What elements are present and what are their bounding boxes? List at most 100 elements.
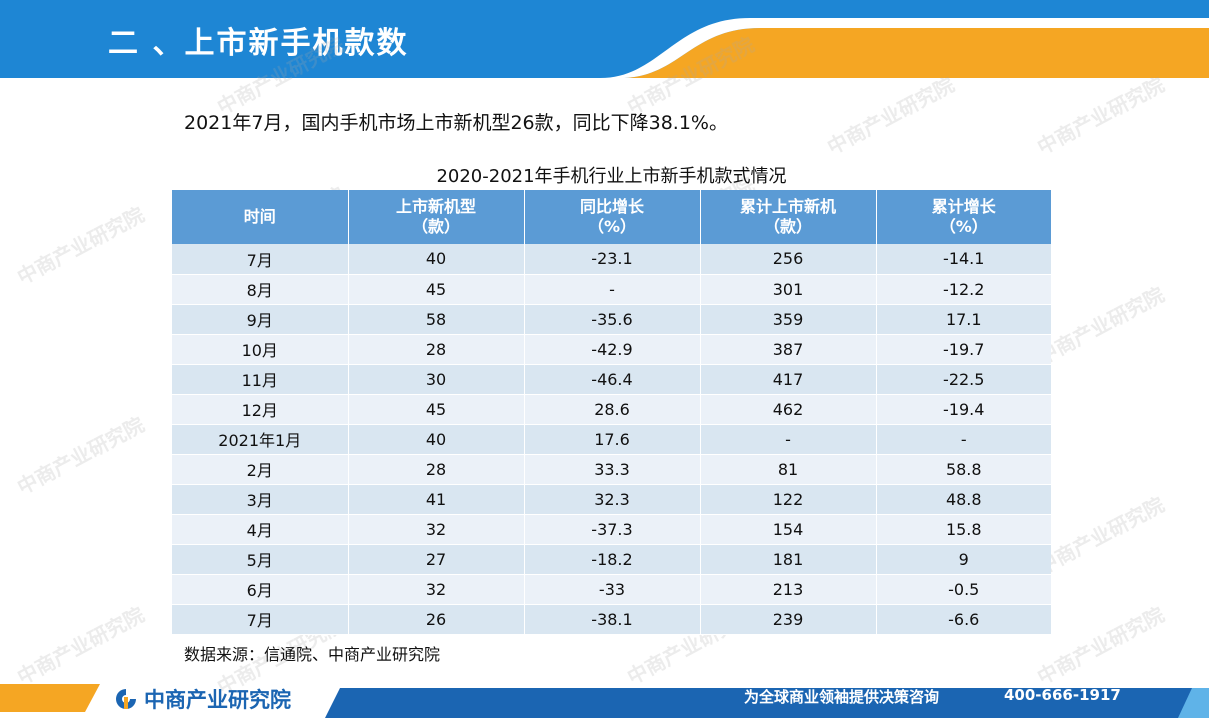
table-row: 6月 32 -33 213 -0.5 (172, 574, 1051, 605)
cell-new-models: 32 (348, 514, 525, 545)
table-row: 8月 45 - 301 -12.2 (172, 274, 1051, 305)
cell-yoy-growth: -38.1 (524, 604, 701, 635)
cell-new-models: 30 (348, 364, 525, 395)
watermark: 中商产业研究院 (1033, 602, 1169, 690)
cell-time: 10月 (172, 334, 349, 365)
cell-cumulative-models: 387 (700, 334, 877, 365)
cell-time: 9月 (172, 304, 349, 335)
cell-cumulative-models: 359 (700, 304, 877, 335)
table-row: 3月 41 32.3 122 48.8 (172, 484, 1051, 515)
cell-new-models: 28 (348, 454, 525, 485)
cell-yoy-growth: -33 (524, 574, 701, 605)
table-row: 2021年1月 40 17.6 - - (172, 424, 1051, 455)
cell-new-models: 41 (348, 484, 525, 515)
cell-cumulative-models: 301 (700, 274, 877, 305)
logo-text: 中商产业研究院 (144, 688, 291, 712)
cell-yoy-growth: -46.4 (524, 364, 701, 395)
table-row: 4月 32 -37.3 154 15.8 (172, 514, 1051, 545)
cell-cumulative-growth: 58.8 (876, 454, 1051, 485)
column-header-line: 同比增长 (579, 197, 644, 216)
column-header-line: 累计上市新机 (739, 197, 836, 216)
cell-time: 7月 (172, 604, 349, 635)
cell-cumulative-models: - (700, 424, 877, 455)
header-bar: 二 、上市新手机款数 (0, 0, 1209, 78)
column-header-cumulative-growth: 累计增长 （%） (876, 190, 1051, 244)
cell-yoy-growth: 28.6 (524, 394, 701, 425)
column-header-cumulative-models: 累计上市新机 （款） (700, 190, 877, 244)
page-title: 二 、上市新手机款数 (108, 26, 409, 61)
cell-cumulative-models: 462 (700, 394, 877, 425)
logo-icon (116, 689, 136, 709)
cell-time: 8月 (172, 274, 349, 305)
column-header-unit: （%） (587, 217, 637, 236)
cell-cumulative-growth: - (876, 424, 1051, 455)
cell-cumulative-growth: 48.8 (876, 484, 1051, 515)
cell-new-models: 26 (348, 604, 525, 635)
cell-cumulative-growth: -0.5 (876, 574, 1051, 605)
watermark: 中商产业研究院 (1033, 72, 1169, 160)
cell-yoy-growth: -23.1 (524, 244, 701, 275)
cell-new-models: 32 (348, 574, 525, 605)
cell-cumulative-growth: 17.1 (876, 304, 1051, 335)
table-row: 5月 27 -18.2 181 9 (172, 544, 1051, 575)
company-logo: 中商产业研究院 (112, 684, 291, 714)
watermark: 中商产业研究院 (823, 72, 959, 160)
watermark: 中商产业研究院 (1033, 492, 1169, 580)
cell-cumulative-models: 213 (700, 574, 877, 605)
column-header-line: 上市新机型 (395, 197, 476, 216)
cell-time: 2月 (172, 454, 349, 485)
column-header-yoy-growth: 同比增长 （%） (524, 190, 701, 244)
cell-new-models: 40 (348, 424, 525, 455)
cell-new-models: 45 (348, 274, 525, 305)
footer-phone: 400-666-1917 (1004, 686, 1121, 704)
cell-yoy-growth: -18.2 (524, 544, 701, 575)
cell-new-models: 40 (348, 244, 525, 275)
cell-cumulative-growth: -14.1 (876, 244, 1051, 275)
cell-cumulative-models: 81 (700, 454, 877, 485)
cell-time: 3月 (172, 484, 349, 515)
cell-yoy-growth: -37.3 (524, 514, 701, 545)
cell-time: 7月 (172, 244, 349, 275)
cell-cumulative-models: 181 (700, 544, 877, 575)
cell-time: 12月 (172, 394, 349, 425)
watermark: 中商产业研究院 (1033, 282, 1169, 370)
cell-time: 11月 (172, 364, 349, 395)
cell-time: 6月 (172, 574, 349, 605)
footer-bar (0, 680, 1209, 718)
cell-cumulative-models: 122 (700, 484, 877, 515)
table-header-row: 时间 上市新机型 （款） 同比增长 （%） 累计上市新机 （款） 累计增长 （%… (172, 190, 1051, 244)
column-header-line: 时间 (243, 207, 276, 226)
source-note: 数据来源：信通院、中商产业研究院 (184, 645, 441, 664)
column-header-time: 时间 (172, 190, 349, 244)
column-header-unit: （款） (763, 217, 812, 236)
cell-cumulative-models: 239 (700, 604, 877, 635)
cell-time: 4月 (172, 514, 349, 545)
table-title: 2020-2021年手机行业上市新手机款式情况 (436, 166, 787, 187)
cell-yoy-growth: -42.9 (524, 334, 701, 365)
cell-yoy-growth: -35.6 (524, 304, 701, 335)
table-row: 12月 45 28.6 462 -19.4 (172, 394, 1051, 425)
watermark: 中商产业研究院 (13, 412, 149, 500)
cell-yoy-growth: 32.3 (524, 484, 701, 515)
cell-cumulative-models: 154 (700, 514, 877, 545)
cell-new-models: 58 (348, 304, 525, 335)
cell-cumulative-growth: -12.2 (876, 274, 1051, 305)
table-row: 7月 26 -38.1 239 -6.6 (172, 604, 1051, 635)
cell-cumulative-growth: -6.6 (876, 604, 1051, 635)
watermark: 中商产业研究院 (13, 202, 149, 290)
table-row: 11月 30 -46.4 417 -22.5 (172, 364, 1051, 395)
cell-yoy-growth: 33.3 (524, 454, 701, 485)
cell-cumulative-growth: -19.4 (876, 394, 1051, 425)
cell-cumulative-growth: -22.5 (876, 364, 1051, 395)
cell-cumulative-models: 417 (700, 364, 877, 395)
column-header-line: 累计增长 (931, 197, 996, 216)
column-header-unit: （款） (411, 217, 460, 236)
cell-new-models: 45 (348, 394, 525, 425)
cell-cumulative-growth: 9 (876, 544, 1051, 575)
table-row: 9月 58 -35.6 359 17.1 (172, 304, 1051, 335)
watermark: 中商产业研究院 (13, 602, 149, 690)
cell-cumulative-models: 256 (700, 244, 877, 275)
column-header-unit: （%） (939, 217, 988, 236)
cell-new-models: 28 (348, 334, 525, 365)
cell-cumulative-growth: 15.8 (876, 514, 1051, 545)
